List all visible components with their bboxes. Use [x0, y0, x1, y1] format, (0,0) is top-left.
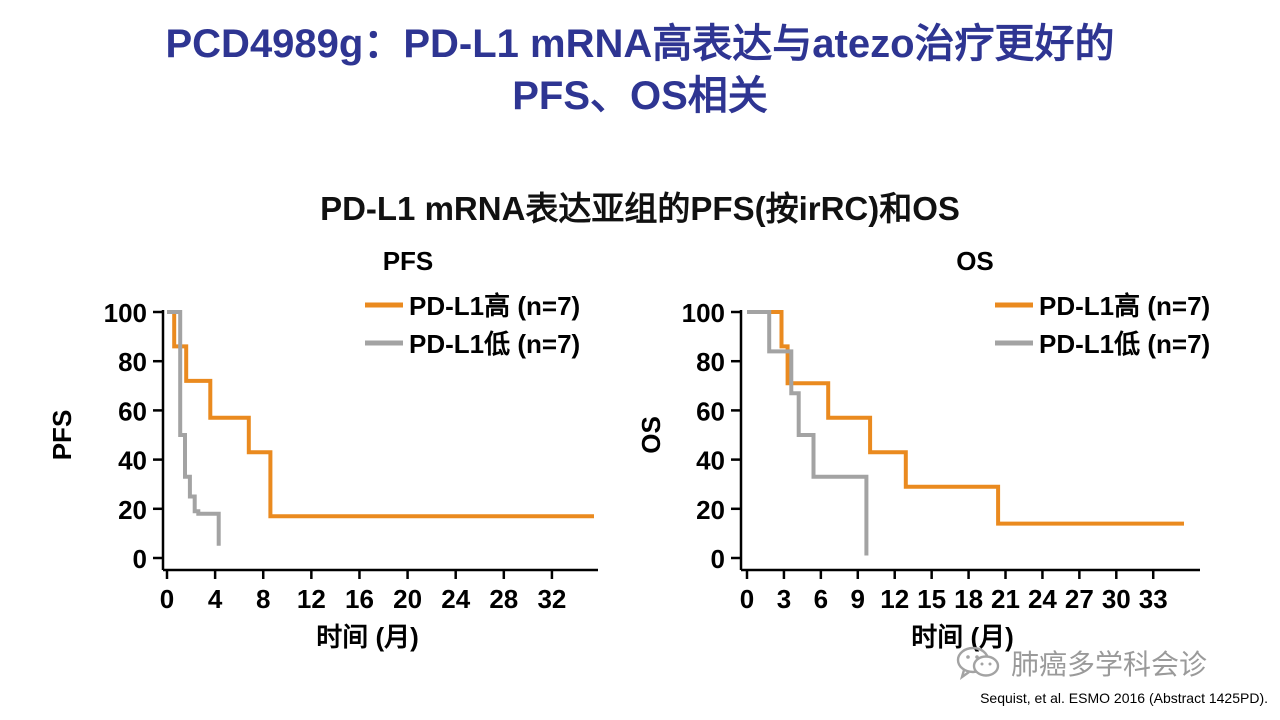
pfs-y-tick-label: 20: [118, 495, 147, 525]
pfs-series-high-line: [167, 310, 594, 519]
os-y-axis-label: OS: [636, 416, 666, 454]
pfs-x-tick-label: 16: [345, 584, 374, 614]
pfs-y-tick-label: 100: [104, 298, 147, 328]
pfs-x-tick-label: 4: [208, 584, 223, 614]
os-series-low-line: [747, 310, 869, 556]
os-y-tick-label: 100: [682, 298, 725, 328]
citation: Sequist, et al. ESMO 2016 (Abstract 1425…: [980, 690, 1268, 706]
os-y-tick-label: 60: [696, 396, 725, 426]
pfs-y-tick-label: 0: [133, 544, 147, 574]
watermark: 肺癌多学科会诊: [955, 643, 1207, 683]
os-x-tick-label: 12: [880, 584, 909, 614]
os-x-tick-label: 0: [740, 584, 754, 614]
pfs-x-tick-label: 12: [297, 584, 326, 614]
pfs-y-tick-label: 80: [118, 347, 147, 377]
pfs-y-tick-label: 60: [118, 396, 147, 426]
slide-title: PCD4989g：PD-L1 mRNA高表达与atezo治疗更好的 PFS、OS…: [40, 18, 1240, 122]
os-legend-label-low: PD-L1低 (n=7): [1039, 329, 1210, 359]
pfs-x-tick-label: 0: [160, 584, 174, 614]
os-x-tick-label: 18: [954, 584, 983, 614]
pfs-series-low-line: [167, 310, 221, 546]
pfs-x-tick-label: 28: [489, 584, 518, 614]
pfs-legend-label-low: PD-L1低 (n=7): [409, 329, 580, 359]
pfs-x-tick-label: 24: [441, 584, 470, 614]
os-x-tick-label: 21: [991, 584, 1020, 614]
watermark-text: 肺癌多学科会诊: [1011, 649, 1208, 680]
pfs-chart-title: PFS: [383, 246, 434, 276]
chart-subtitle: PD-L1 mRNA表达亚组的PFS(按irRC)和OS: [320, 190, 960, 227]
os-x-tick-label: 9: [851, 584, 865, 614]
os-x-tick-label: 27: [1065, 584, 1094, 614]
pfs-chart: PFS 0 20 40 60 80 100 0 4 8 12 16 20 24 28 32 时间 (月) PFS P…: [47, 246, 598, 652]
os-chart-title: OS: [956, 246, 994, 276]
pfs-x-tick-label: 20: [393, 584, 422, 614]
os-series-high-line: [747, 310, 1184, 526]
wechat-icon: [956, 646, 1000, 680]
os-x-tick-label: 3: [777, 584, 791, 614]
os-x-tick-label: 6: [814, 584, 828, 614]
os-y-tick-label: 0: [711, 544, 725, 574]
title-line-1: PCD4989g：PD-L1 mRNA高表达与atezo治疗更好的: [165, 22, 1115, 66]
os-x-tick-label: 33: [1139, 584, 1168, 614]
pfs-y-axis-label: PFS: [47, 410, 77, 461]
pfs-x-tick-label: 32: [537, 584, 566, 614]
pfs-x-tick-label: 8: [256, 584, 270, 614]
pfs-legend-label-high: PD-L1高 (n=7): [409, 291, 580, 321]
pfs-x-axis-label: 时间 (月): [316, 622, 419, 652]
os-legend-label-high: PD-L1高 (n=7): [1039, 291, 1210, 321]
os-y-tick-label: 20: [696, 495, 725, 525]
os-x-tick-label: 30: [1102, 584, 1131, 614]
os-x-tick-label: 15: [917, 584, 946, 614]
os-x-axis-label: 时间 (月): [911, 622, 1014, 652]
title-line-2: PFS、OS相关: [512, 74, 768, 118]
os-x-tick-label: 24: [1028, 584, 1057, 614]
pfs-y-tick-label: 40: [118, 446, 147, 476]
os-y-tick-label: 40: [696, 446, 725, 476]
os-y-tick-label: 80: [696, 347, 725, 377]
